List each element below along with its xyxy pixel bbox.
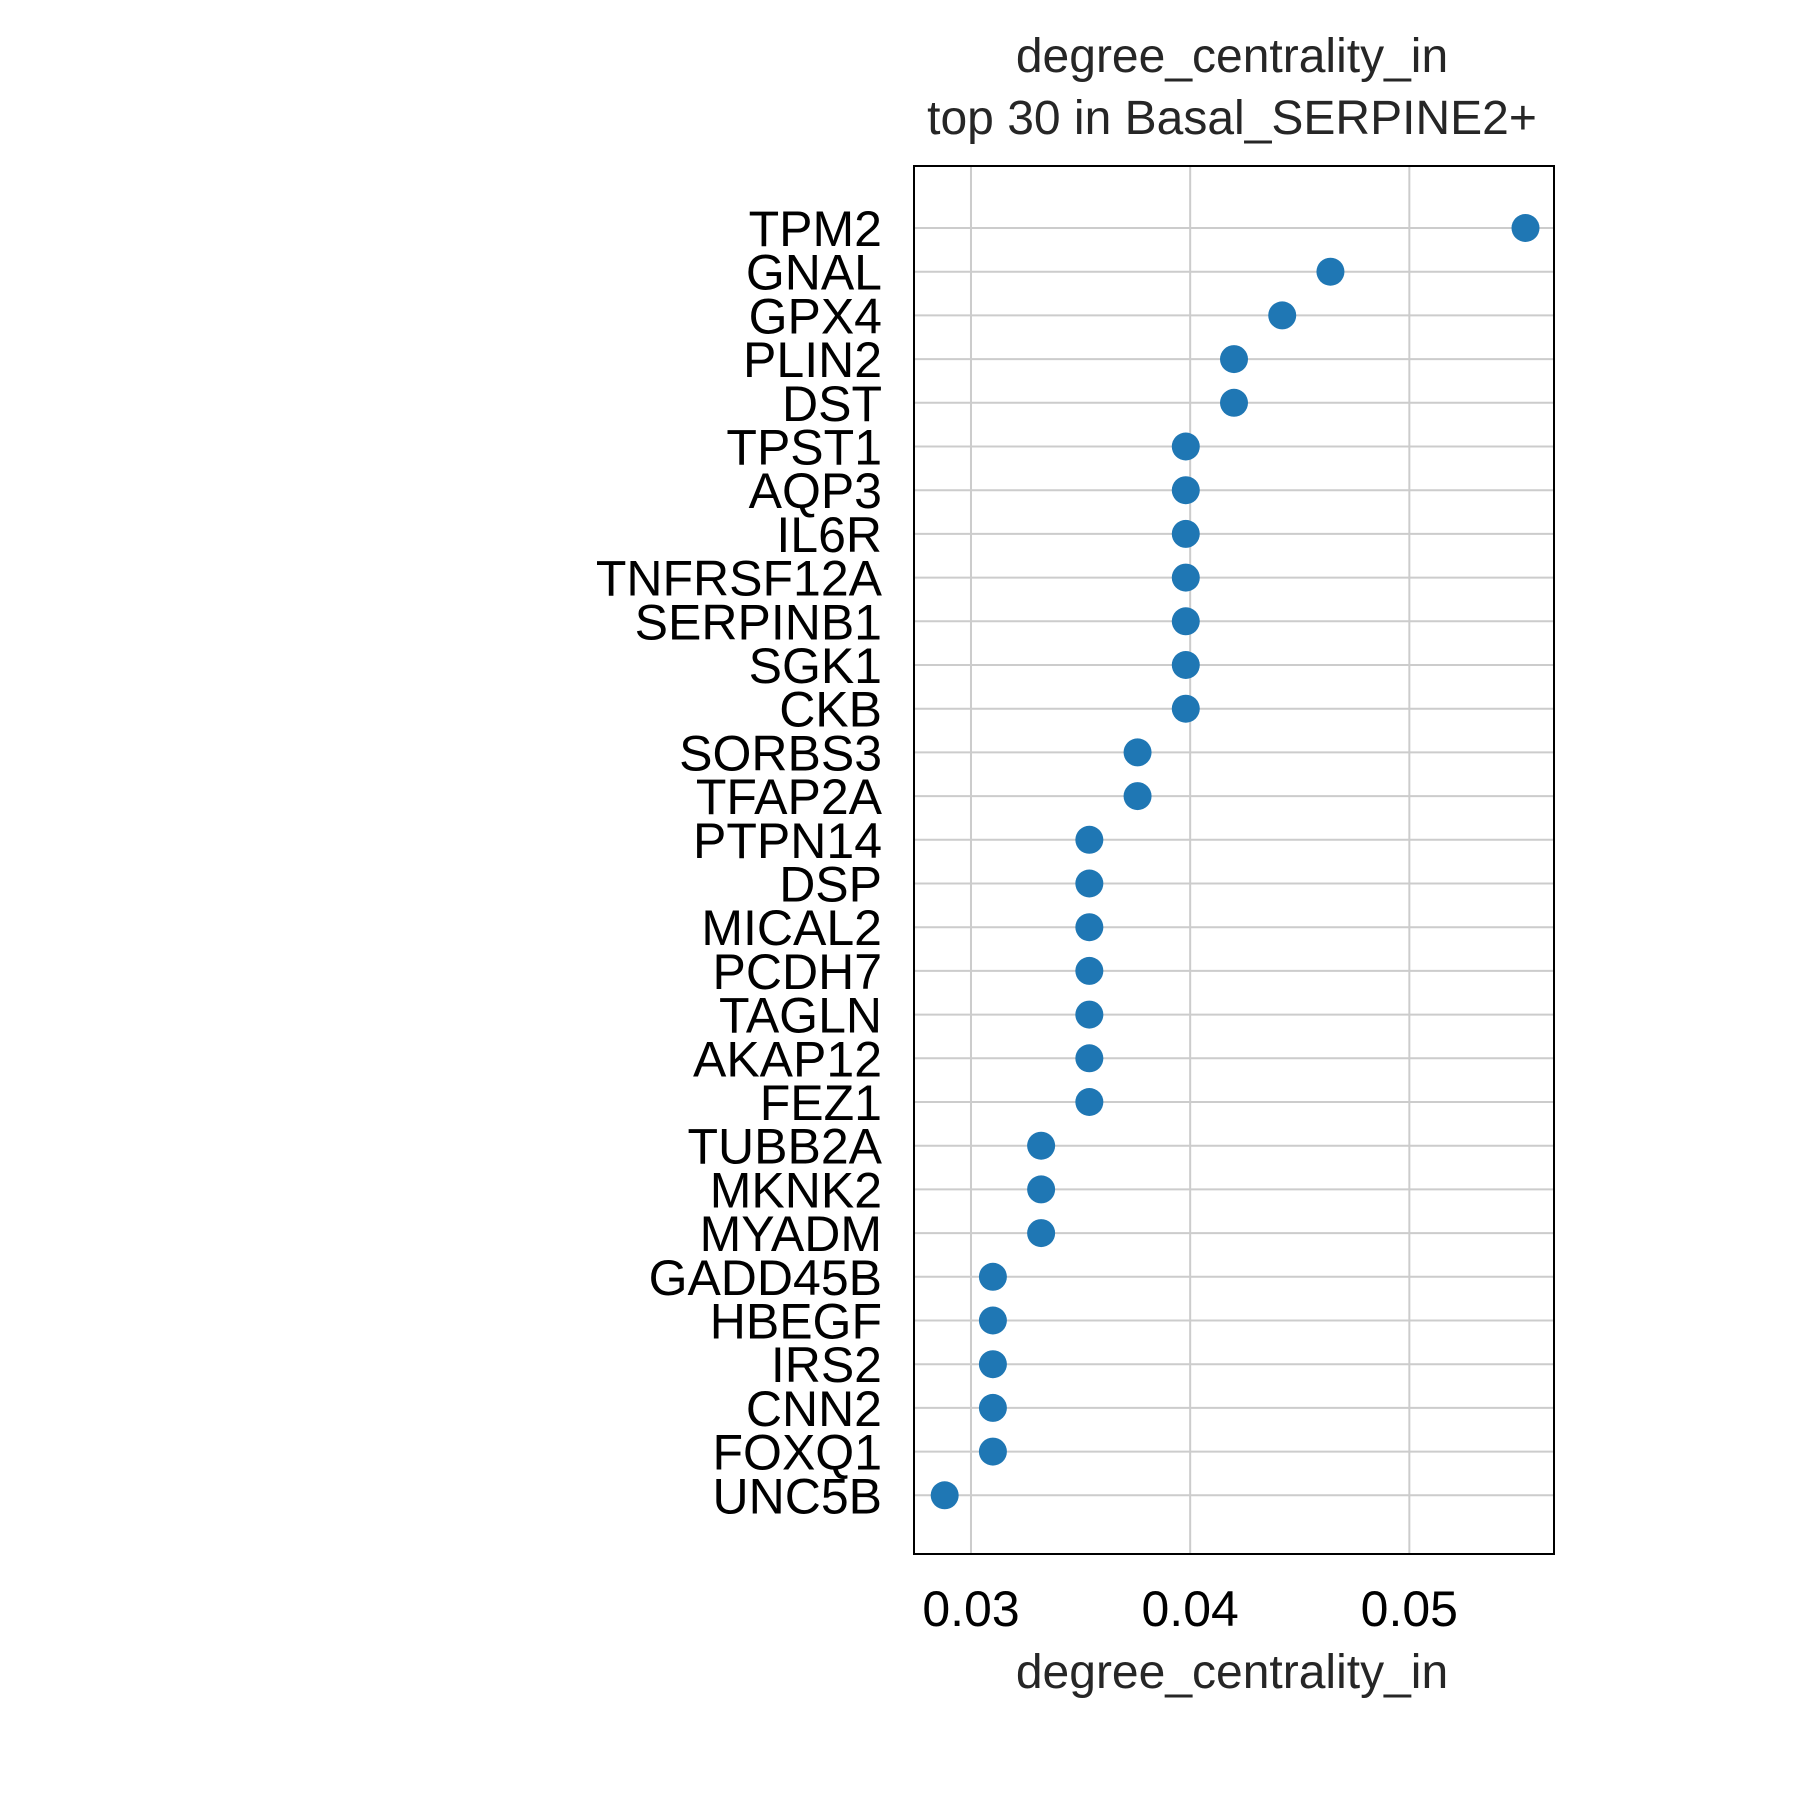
data-point-pcdh7 (1075, 956, 1104, 985)
y-tick-label: FOXQ1 (713, 1425, 882, 1481)
y-tick-label: TNFRSF12A (596, 551, 883, 607)
data-point-hbegf (978, 1306, 1007, 1335)
data-point-tpm2 (1511, 214, 1540, 242)
y-tick-label: IL6R (776, 507, 882, 563)
y-tick-label: MYADM (700, 1206, 882, 1262)
y-tick-label: CKB (779, 682, 882, 738)
y-tick-label: GADD45B (649, 1250, 882, 1306)
x-tick-labels: 0.03 0.04 0.05 (922, 1581, 1458, 1637)
y-tick-label: DST (782, 376, 882, 432)
y-tick-label: IRS2 (771, 1337, 882, 1393)
data-point-gadd45b (978, 1262, 1007, 1291)
y-tick-label: DSP (779, 857, 882, 913)
data-point-aqp3 (1171, 476, 1200, 505)
x-tick-label: 0.03 (922, 1581, 1019, 1637)
y-tick-label: SERPINB1 (635, 594, 882, 650)
y-tick-label: SGK1 (749, 638, 882, 694)
data-point-unc5b (930, 1481, 959, 1510)
y-tick-label: CNN2 (746, 1381, 882, 1437)
chart-subtitle: top 30 in Basal_SERPINE2+ (927, 92, 1537, 145)
x-tick-label: 0.05 (1361, 1581, 1458, 1637)
y-tick-label: TPM2 (749, 201, 882, 257)
data-point-tfap2a (1123, 782, 1152, 811)
x-axis-label: degree_centrality_in (1016, 1646, 1448, 1699)
y-tick-labels: TPM2GNALGPX4PLIN2DSTTPST1AQP3IL6RTNFRSF1… (596, 201, 883, 1524)
data-point-myadm (1027, 1219, 1056, 1248)
y-tick-label: TUBB2A (687, 1119, 882, 1175)
x-tick-label: 0.04 (1142, 1581, 1239, 1637)
y-tick-label: MICAL2 (701, 900, 882, 956)
y-tick-label: UNC5B (713, 1468, 882, 1524)
data-point-dst (1220, 388, 1248, 417)
data-point-sorbs3 (1123, 738, 1152, 767)
y-tick-label: AKAP12 (693, 1031, 882, 1087)
y-tick-label: TAGLN (719, 988, 882, 1044)
data-point-tubb2a (1027, 1131, 1056, 1160)
y-tick-label: AQP3 (749, 463, 882, 519)
data-point-tnfrsf12a (1171, 563, 1200, 592)
chart-title: degree_centrality_in (1016, 30, 1448, 83)
data-points (930, 214, 1540, 1510)
data-point-akap12 (1075, 1044, 1104, 1073)
data-point-mknk2 (1027, 1175, 1056, 1204)
y-tick-label: PTPN14 (693, 813, 882, 869)
y-tick-label: FEZ1 (760, 1075, 882, 1131)
y-tick-label: PCDH7 (713, 944, 882, 1000)
y-tick-label: TFAP2A (696, 769, 883, 825)
y-tick-label: HBEGF (710, 1294, 882, 1350)
y-tick-label: GPX4 (749, 288, 882, 344)
data-point-gnal (1316, 257, 1345, 286)
y-tick-label: GNAL (746, 245, 882, 301)
data-point-plin2 (1220, 345, 1248, 374)
data-point-tpst1 (1171, 432, 1200, 461)
y-tick-label: PLIN2 (743, 332, 882, 388)
data-point-cnn2 (978, 1393, 1007, 1422)
data-point-ptpn14 (1075, 825, 1104, 854)
y-tick-label: SORBS3 (679, 725, 882, 781)
data-point-il6r (1171, 519, 1200, 548)
data-point-sgk1 (1171, 651, 1200, 679)
data-point-serpinb1 (1171, 607, 1200, 636)
data-point-foxq1 (978, 1437, 1007, 1466)
data-point-ckb (1171, 694, 1200, 723)
plot-frame (913, 165, 1555, 1555)
data-point-dsp (1075, 869, 1104, 898)
y-tick-label: TPST1 (726, 420, 882, 476)
data-point-tagln (1075, 1000, 1104, 1029)
y-tick-label: MKNK2 (710, 1162, 882, 1218)
data-point-irs2 (978, 1350, 1007, 1379)
data-point-mical2 (1075, 913, 1104, 942)
data-point-fez1 (1075, 1088, 1104, 1116)
data-point-gpx4 (1268, 301, 1297, 330)
grid-lines (914, 166, 1554, 1554)
